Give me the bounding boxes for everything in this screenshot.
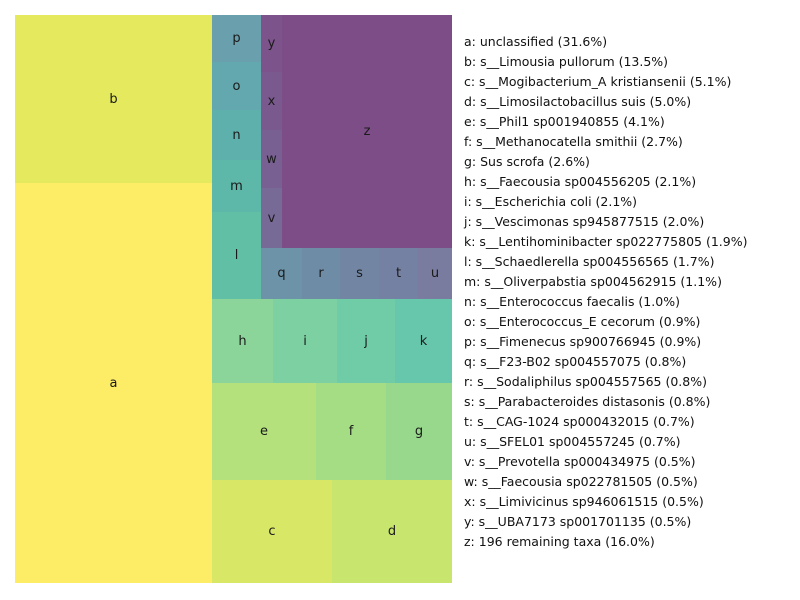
treemap-cell-r: r — [302, 248, 340, 299]
treemap-cell-label-g: g — [414, 424, 424, 439]
treemap-cell-p: p — [212, 15, 261, 62]
treemap-cell-label-h: h — [238, 333, 247, 349]
treemap-cell-label-n: n — [232, 127, 241, 143]
treemap-cell-o: o — [212, 62, 261, 110]
legend-item-r: r: s__Sodaliphilus sp004557565 (0.8%) — [464, 374, 707, 389]
legend-item-b: b: s__Limousia pullorum (13.5%) — [464, 54, 669, 69]
treemap-cell-k: k — [395, 299, 452, 383]
treemap-cell-q: q — [261, 248, 302, 299]
treemap-cell-label-f: f — [348, 424, 354, 439]
treemap-cell-i: i — [273, 299, 337, 383]
treemap-cell-m: m — [212, 160, 261, 212]
legend-item-w: w: s__Faecousia sp022781505 (0.5%) — [464, 474, 698, 489]
treemap-cell-label-y: y — [267, 36, 276, 51]
legend-item-p: p: s__Fimenecus sp900766945 (0.9%) — [464, 334, 702, 349]
treemap: a b c d e f g h i j k l m n o p q r s t u v w x y z — [15, 15, 452, 583]
legend-item-e: e: s__Phil1 sp001940855 (4.1%) — [464, 114, 665, 129]
legend-item-q: q: s__F23-B02 sp004557075 (0.8%) — [464, 354, 687, 369]
treemap-cell-n: n — [212, 110, 261, 160]
treemap-cell-label-v: v — [267, 210, 276, 226]
treemap-cell-label-c: c — [268, 524, 276, 539]
treemap-cell-h: h — [212, 299, 273, 383]
legend-item-l: l: s__Schaedlerella sp004556565 (1.7%) — [464, 254, 715, 269]
treemap-cell-t: t — [379, 248, 418, 299]
treemap-cell-label-r: r — [318, 266, 324, 281]
treemap-cell-label-t: t — [395, 266, 402, 281]
treemap-cell-x: x — [261, 72, 282, 130]
legend-item-z: z: 196 remaining taxa (16.0%) — [464, 534, 655, 549]
legend-item-s: s: s__Parabacteroides distasonis (0.8%) — [464, 394, 711, 409]
treemap-cell-label-e: e — [260, 424, 268, 439]
legend-item-i: i: s__Escherichia coli (2.1%) — [464, 194, 638, 209]
treemap-cell-label-l: l — [234, 248, 239, 263]
treemap-cell-b: b — [15, 15, 212, 183]
legend-item-x: x: s__Limivicinus sp946061515 (0.5%) — [464, 494, 704, 509]
treemap-cell-e: e — [212, 383, 316, 480]
legend-item-o: o: s__Enterococcus_E cecorum (0.9%) — [464, 314, 701, 329]
legend-item-u: u: s__SFEL01 sp004557245 (0.7%) — [464, 434, 681, 449]
treemap-cell-f: f — [316, 383, 386, 480]
treemap-cell-w: w — [261, 130, 282, 188]
legend-item-j: j: s__Vescimonas sp945877515 (2.0%) — [464, 214, 705, 229]
legend-item-y: y: s__UBA7173 sp001701135 (0.5%) — [464, 514, 692, 529]
treemap-cell-label-d: d — [387, 524, 397, 539]
legend-item-v: v: s__Prevotella sp000434975 (0.5%) — [464, 454, 696, 469]
treemap-cell-label-m: m — [230, 178, 243, 194]
legend: a: unclassified (31.6%) b: s__Limousia pu… — [464, 32, 747, 552]
legend-item-g: g: Sus scrofa (2.6%) — [464, 154, 590, 169]
treemap-cell-label-u: u — [430, 266, 440, 281]
treemap-cell-c: c — [212, 480, 332, 583]
treemap-cell-label-p: p — [232, 31, 241, 46]
legend-item-m: m: s__Oliverpabstia sp004562915 (1.1%) — [464, 274, 722, 289]
treemap-cell-label-b: b — [109, 91, 118, 107]
legend-item-t: t: s__CAG-1024 sp000432015 (0.7%) — [464, 414, 695, 429]
treemap-cell-j: j — [337, 299, 395, 383]
treemap-cell-y: y — [261, 15, 282, 72]
legend-item-n: n: s__Enterococcus faecalis (1.0%) — [464, 294, 680, 309]
treemap-cell-s: s — [340, 248, 379, 299]
treemap-cell-label-x: x — [267, 93, 276, 109]
treemap-cell-label-a: a — [109, 375, 118, 391]
treemap-cell-label-q: q — [277, 266, 286, 281]
treemap-cell-v: v — [261, 188, 282, 248]
treemap-cell-a: a — [15, 183, 212, 583]
legend-item-k: k: s__Lentihominibacter sp022775805 (1.9… — [464, 234, 748, 249]
treemap-cell-d: d — [332, 480, 452, 583]
treemap-cell-label-s: s — [356, 266, 363, 281]
treemap-cell-label-w: w — [266, 151, 277, 167]
legend-item-f: f: s__Methanocatella smithii (2.7%) — [464, 134, 683, 149]
treemap-cell-label-j: j — [364, 333, 368, 349]
legend-item-d: d: s__Limosilactobacillus suis (5.0%) — [464, 94, 692, 109]
treemap-cell-label-z: z — [363, 124, 371, 139]
treemap-cell-g: g — [386, 383, 452, 480]
treemap-cell-label-k: k — [419, 333, 428, 349]
legend-item-c: c: s__Mogibacterium_A kristiansenii (5.1… — [464, 74, 732, 89]
treemap-cell-label-i: i — [303, 333, 307, 349]
treemap-cell-l: l — [212, 212, 261, 299]
treemap-cell-u: u — [418, 248, 452, 299]
legend-item-h: h: s__Faecousia sp004556205 (2.1%) — [464, 174, 697, 189]
treemap-cell-label-o: o — [232, 78, 241, 94]
treemap-cell-z: z — [282, 15, 452, 248]
legend-item-a: a: unclassified (31.6%) — [464, 34, 608, 49]
